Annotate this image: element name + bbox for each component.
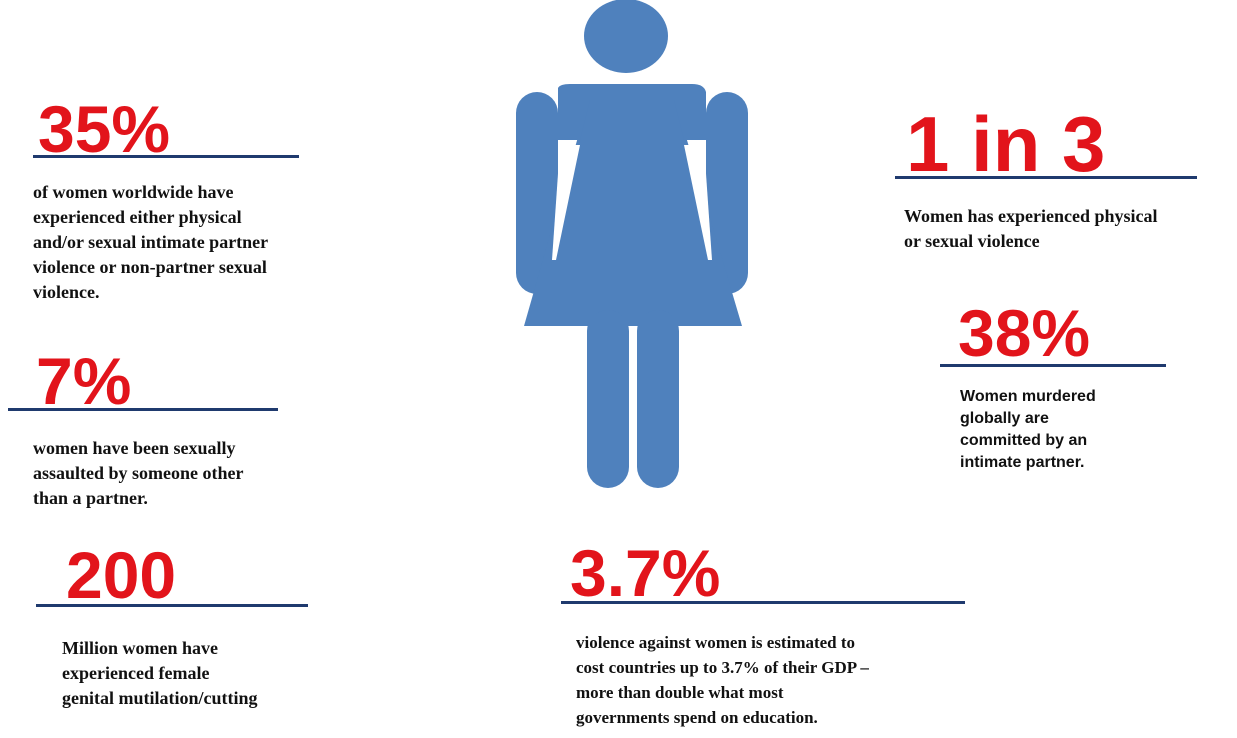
stat-3-7-value: 3.7% (570, 536, 721, 610)
stat-7-description: women have been sexually assaulted by so… (33, 438, 244, 508)
stat-1in3-underline (895, 176, 1197, 179)
stat-38-value: 38% (958, 296, 1091, 370)
stat-38-underline (940, 364, 1166, 367)
woman-figure-shape (516, 0, 748, 488)
stat-35-underline (33, 155, 299, 158)
stat-200-description: Million women have experienced female ge… (62, 638, 258, 708)
stat-200-value: 200 (66, 538, 177, 612)
woman-figure-icon (516, 0, 748, 488)
stat-35-value: 35% (38, 92, 171, 166)
stat-7-underline (8, 408, 278, 411)
stat-38-description: Women murdered globally are committed by… (960, 388, 1096, 471)
stat-1in3-description: Women has experienced physical or sexual… (904, 206, 1158, 251)
stat-1in3-value: 1 in 3 (906, 100, 1106, 188)
stat-7-value: 7% (36, 344, 132, 418)
stat-35-description: of women worldwide have experienced eith… (33, 182, 269, 302)
stat-3-7-underline (561, 601, 965, 604)
stat-200-underline (36, 604, 308, 607)
stat-3-7-description: violence against women is estimated to c… (576, 633, 869, 727)
